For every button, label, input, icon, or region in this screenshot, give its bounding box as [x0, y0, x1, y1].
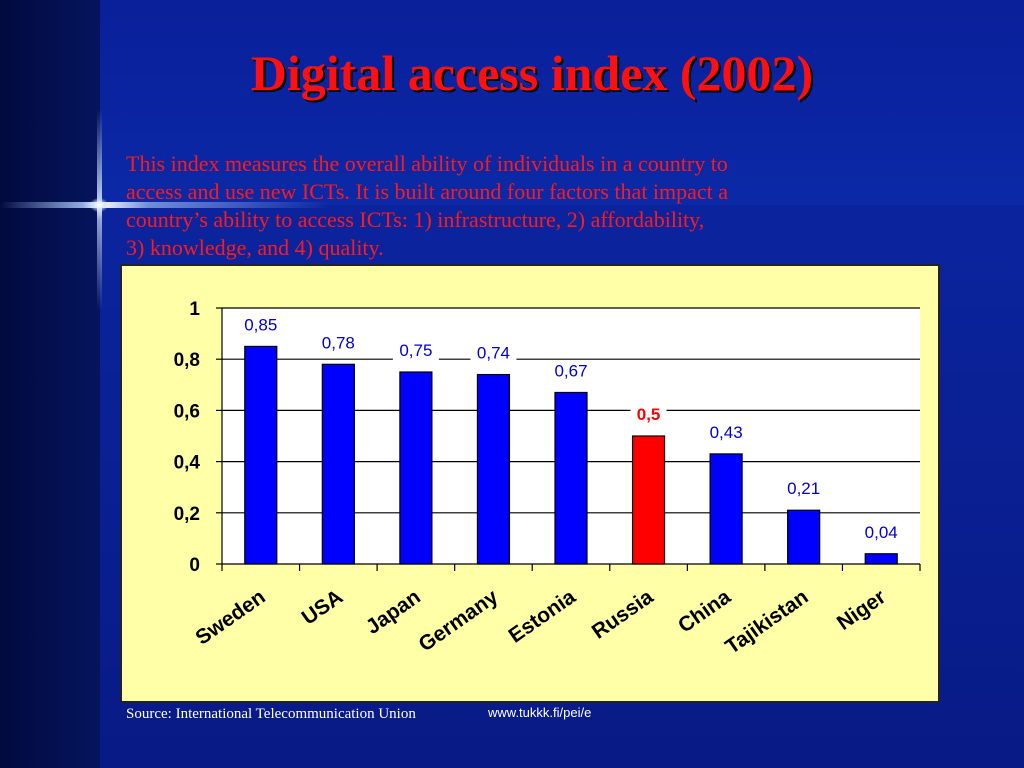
- y-tick-label: 1: [189, 299, 200, 320]
- y-tick-label: 0: [189, 555, 200, 576]
- background-left-panel: [0, 0, 100, 768]
- data-label: 0,43: [710, 423, 743, 442]
- data-label: 0,67: [554, 361, 587, 380]
- data-label-background: [780, 478, 827, 500]
- data-label: 0,5: [637, 405, 661, 424]
- bar: [399, 371, 433, 565]
- data-label-background: [548, 360, 594, 382]
- bar: [864, 553, 898, 565]
- data-label-background: [237, 314, 284, 336]
- bar: [787, 509, 821, 565]
- data-label: 0,78: [322, 333, 355, 352]
- data-label: 0,21: [787, 479, 820, 498]
- data-label-background: [703, 421, 750, 443]
- y-tick-label: 0,8: [174, 350, 200, 371]
- y-tick-label: 0,6: [174, 401, 200, 422]
- x-tick-label: Niger: [833, 585, 890, 635]
- data-label-background: [392, 340, 439, 361]
- x-tick-label: Sweden: [191, 585, 269, 649]
- bar: [631, 435, 666, 565]
- slide-title: Digital access index (2002): [250, 45, 814, 101]
- data-label: 0,04: [865, 523, 898, 542]
- x-tick-label: Russia: [588, 585, 658, 644]
- x-tick-label: Estonia: [505, 585, 581, 648]
- x-tick-label: Japan: [362, 585, 425, 639]
- bar: [321, 363, 355, 565]
- data-label-background: [315, 332, 362, 354]
- data-label-background: [858, 521, 905, 543]
- source-note: Source: International Telecommunication …: [126, 706, 416, 722]
- y-tick-label: 0,4: [174, 453, 201, 474]
- data-label: 0,85: [244, 315, 277, 334]
- x-tick-label: Germany: [415, 585, 503, 656]
- data-label-background: [470, 342, 517, 364]
- bar: [476, 373, 511, 565]
- chart-area: 0 0,2 0,4 0,6 0,8 1 0,85 0,78 0,75 0,74 0,67 0,5 0,4…: [120, 264, 940, 703]
- y-tick-label: 0,2: [174, 504, 200, 525]
- light-flare-core: [90, 198, 108, 212]
- bar-chart: 0 0,2 0,4 0,6 0,8 1 0,85 0,78 0,75 0,74 0,67 0,5 0,4…: [174, 299, 921, 659]
- x-tick-label: China: [674, 585, 735, 637]
- bar: [554, 391, 588, 565]
- x-tick-label: Tajikistan: [721, 585, 812, 659]
- light-flare-horizontal: [0, 202, 330, 208]
- data-label: 0,74: [477, 344, 510, 363]
- data-label: 0,75: [399, 341, 432, 360]
- data-label-background: [630, 404, 667, 425]
- bar: [709, 453, 743, 565]
- slide-description: This index measures the overall ability …: [126, 151, 729, 260]
- bar: [244, 345, 278, 565]
- x-tick-label: USA: [298, 585, 348, 629]
- footer-url: www.tukkk.fi/pei/e: [488, 705, 592, 720]
